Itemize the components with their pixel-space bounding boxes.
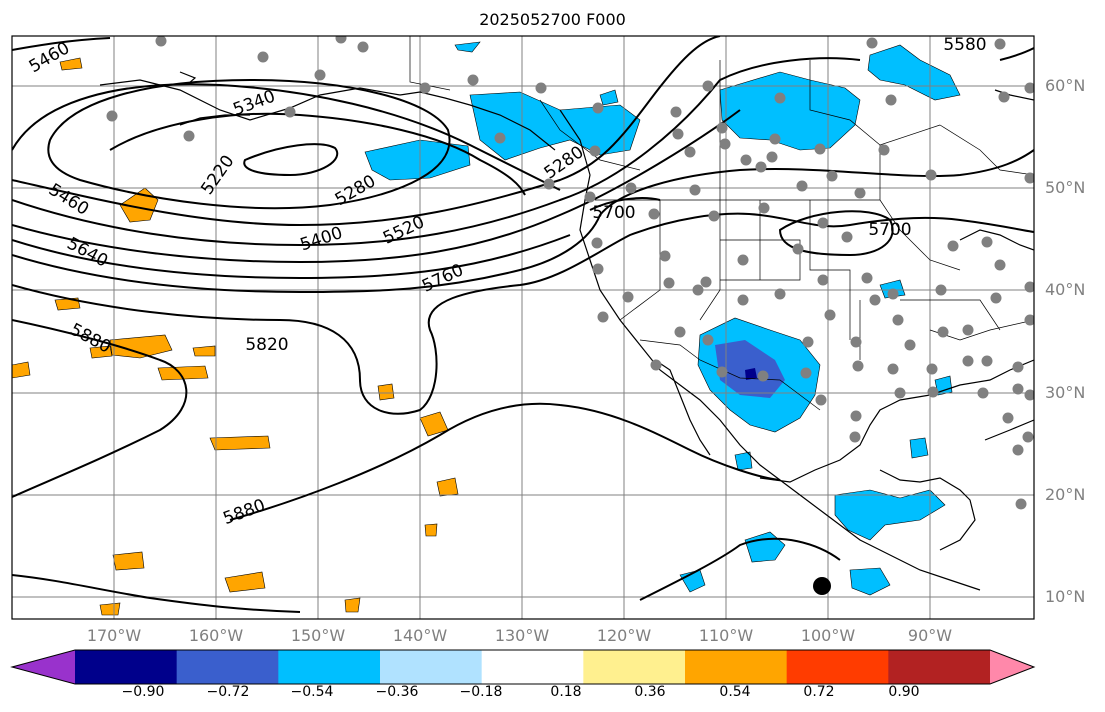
- colorbar-tick-label: 0.18: [550, 684, 582, 700]
- lon-label: 140°W: [392, 626, 448, 645]
- lon-label: 170°W: [86, 626, 142, 645]
- colorbar-cell: [786, 650, 889, 684]
- colorbar-cell: [176, 650, 279, 684]
- lon-label: 120°W: [596, 626, 652, 645]
- contour-label: 5820: [245, 335, 288, 355]
- contour-label: 5700: [592, 203, 635, 223]
- lat-label: 40°N: [1045, 280, 1086, 299]
- lon-label: 160°W: [188, 626, 244, 645]
- colorbar-cell: [75, 650, 178, 684]
- colorbar-tick-label: 0.54: [719, 684, 751, 700]
- colorbar-tick-label: 0.72: [803, 684, 835, 700]
- colorbar-cell: [278, 650, 381, 684]
- colorbar-cell: [380, 650, 483, 684]
- contour-label: 5580: [943, 35, 986, 55]
- lat-label: 10°N: [1045, 587, 1086, 606]
- lon-label: 90°W: [907, 626, 953, 645]
- lat-label: 30°N: [1045, 383, 1086, 402]
- colorbar-tick-label: −0.54: [290, 684, 334, 700]
- lon-label: 150°W: [290, 626, 346, 645]
- lat-label: 50°N: [1045, 178, 1086, 197]
- map-frame: [11, 35, 1035, 620]
- lon-label: 110°W: [698, 626, 754, 645]
- tropical-low-marker: [813, 577, 831, 595]
- colorbar-tick-label: −0.36: [375, 684, 419, 700]
- colorbar-cell: [685, 650, 788, 684]
- colorbar-tick-label: 0.90: [888, 684, 920, 700]
- colorbar-cell: [888, 650, 991, 684]
- lon-label: 130°W: [494, 626, 550, 645]
- gridlines: [12, 36, 1034, 619]
- colorbar-tick-label: −0.18: [459, 684, 503, 700]
- station-markers: [106, 36, 1034, 510]
- colorbar-cell: [481, 650, 584, 684]
- map-title: 2025052700 F000: [479, 10, 626, 29]
- contour-label: 5700: [868, 220, 911, 240]
- lon-label: 100°W: [800, 626, 856, 645]
- colorbar: [10, 649, 1036, 685]
- colorbar-tick-label: −0.90: [121, 684, 165, 700]
- colorbar-cell: [583, 650, 686, 684]
- coastlines: [99, 71, 1034, 591]
- colorbar-tick-label: 0.36: [634, 684, 666, 700]
- political-borders: [409, 36, 1034, 411]
- colorbar-tick-label: −0.72: [206, 684, 250, 700]
- colorbar-extend-low: [12, 650, 75, 684]
- height-contours: [12, 36, 1034, 613]
- colorbar-extend-high: [990, 650, 1034, 684]
- lat-label: 60°N: [1045, 76, 1086, 95]
- lat-label: 20°N: [1045, 485, 1086, 504]
